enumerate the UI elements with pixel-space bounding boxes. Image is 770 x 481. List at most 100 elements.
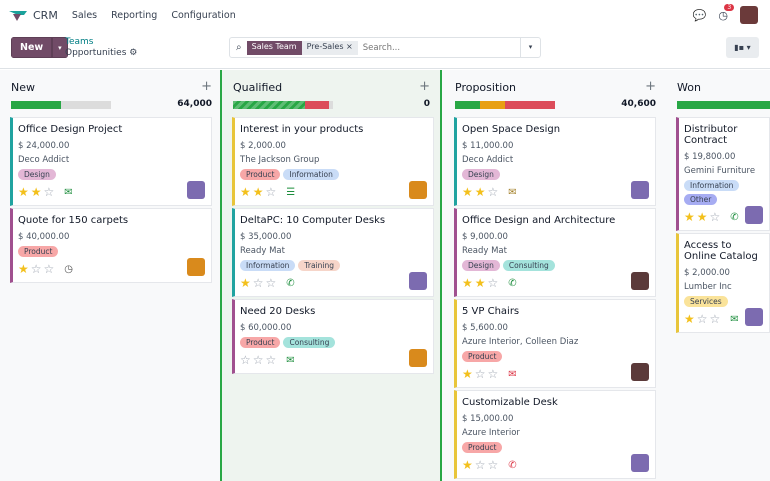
priority-star-icon[interactable]: ☆ — [265, 276, 277, 290]
activity-tasks-icon[interactable]: ☰ — [286, 186, 296, 198]
salesperson-avatar — [187, 258, 205, 276]
opportunity-card[interactable]: Office Design Project $ 24,000.00 Deco A… — [10, 117, 212, 206]
priority-star-icon[interactable]: ☆ — [43, 262, 55, 276]
activity-phone-icon[interactable]: ✆ — [508, 277, 517, 289]
card-amount: $ 24,000.00 — [18, 141, 70, 151]
column-title: Qualified — [233, 81, 283, 94]
menu-sales[interactable]: Sales — [71, 10, 98, 21]
priority-star-icon[interactable]: ☆ — [709, 210, 721, 224]
card-title: Open Space Design — [462, 124, 561, 135]
search-options-toggle[interactable]: ▾ — [520, 38, 540, 57]
progress-segment[interactable] — [11, 101, 61, 109]
priority-star-icon[interactable]: ☆ — [474, 367, 486, 381]
progress-segment[interactable] — [233, 101, 305, 109]
card-amount: $ 40,000.00 — [18, 232, 70, 242]
new-dropdown-button[interactable]: ▾ — [52, 37, 68, 58]
quick-create-plus-icon[interactable]: + — [645, 79, 656, 94]
opportunity-card[interactable]: Need 20 Desks $ 60,000.00 Product Consult… — [232, 299, 434, 374]
activity-phone-icon[interactable]: ✆ — [286, 277, 295, 289]
opportunity-card[interactable]: Office Design and Architecture $ 9,000.0… — [454, 208, 656, 297]
new-button[interactable]: New — [11, 37, 53, 58]
priority-star-icon[interactable]: ☆ — [30, 262, 42, 276]
column-total: 64,000 — [177, 99, 212, 109]
search-input[interactable] — [362, 42, 503, 53]
column-progress-bar[interactable] — [677, 101, 770, 109]
card-amount: $ 2,000.00 — [240, 141, 286, 151]
priority-star-icon[interactable]: ★ — [462, 276, 473, 290]
progress-segment[interactable] — [455, 101, 480, 109]
opportunity-card[interactable]: Customizable Desk $ 15,000.00 Azure Inte… — [454, 390, 656, 479]
priority-star-icon[interactable]: ★ — [240, 185, 251, 199]
progress-segment[interactable] — [677, 101, 770, 109]
kanban-view-switcher[interactable]: ▮▪ ▾ — [726, 37, 759, 58]
salesperson-avatar — [631, 272, 649, 290]
activity-envelope-icon[interactable]: ✉ — [286, 354, 295, 366]
user-avatar[interactable] — [740, 6, 758, 24]
priority-star-icon[interactable]: ☆ — [487, 458, 499, 472]
salesperson-avatar — [745, 308, 763, 326]
priority-star-icon[interactable]: ☆ — [709, 312, 721, 326]
priority-star-icon[interactable]: ☆ — [487, 367, 499, 381]
priority-star-icon[interactable]: ☆ — [474, 458, 486, 472]
priority-star-icon[interactable]: ☆ — [252, 353, 264, 367]
opportunity-card[interactable]: 5 VP Chairs $ 5,600.00 Azure Interior, C… — [454, 299, 656, 388]
activity-envelope-icon[interactable]: ✉ — [730, 313, 739, 325]
priority-star-icon[interactable]: ☆ — [265, 185, 277, 199]
priority-star-icon[interactable]: ☆ — [487, 185, 499, 199]
priority-star-icon[interactable]: ★ — [462, 367, 473, 381]
priority-star-icon[interactable]: ★ — [30, 185, 42, 199]
opportunity-card[interactable]: Open Space Design $ 11,000.00 Deco Addic… — [454, 117, 656, 206]
progress-segment[interactable] — [305, 101, 329, 109]
opportunity-card[interactable]: Distributor Contract $ 19,800.00 Gemini … — [676, 117, 770, 231]
priority-star-icon[interactable]: ★ — [252, 185, 264, 199]
quick-create-plus-icon[interactable]: + — [419, 79, 430, 94]
priority-star-icon[interactable]: ★ — [684, 312, 695, 326]
priority-star-icon[interactable]: ☆ — [240, 353, 251, 367]
column-progress-bar[interactable] — [455, 101, 555, 109]
tag: Consulting — [283, 337, 336, 348]
priority-star-icon[interactable]: ★ — [240, 276, 251, 290]
priority-star-icon[interactable]: ★ — [696, 210, 708, 224]
quick-create-plus-icon[interactable]: + — [201, 79, 212, 94]
priority-star-icon[interactable]: ☆ — [43, 185, 55, 199]
progress-segment[interactable] — [61, 101, 111, 109]
facet-remove-icon[interactable]: × — [346, 41, 353, 51]
activity-phone-icon[interactable]: ✆ — [730, 211, 739, 223]
app-logo[interactable]: CRM — [9, 9, 58, 22]
opportunity-card[interactable]: DeltaPC: 10 Computer Desks $ 35,000.00 R… — [232, 208, 434, 297]
priority-star-icon[interactable]: ★ — [684, 210, 695, 224]
priority-star-icon[interactable]: ★ — [462, 458, 473, 472]
column-progress-bar[interactable] — [11, 101, 111, 109]
activity-envelope-icon[interactable]: ✉ — [64, 186, 73, 198]
opportunity-card[interactable]: Interest in your products $ 2,000.00 The… — [232, 117, 434, 206]
priority-star-icon[interactable]: ☆ — [252, 276, 264, 290]
priority-star-icon[interactable]: ★ — [474, 276, 486, 290]
tag: Other — [684, 194, 718, 205]
progress-segment[interactable] — [480, 101, 505, 109]
chat-icon[interactable]: 💬 — [692, 8, 707, 22]
card-title: Customizable Desk — [462, 397, 558, 408]
activity-clock-icon[interactable]: ◷ — [64, 263, 74, 275]
activity-envelope-icon[interactable]: ✉ — [508, 368, 517, 380]
opportunity-card[interactable]: Quote for 150 carpets $ 40,000.00 Produc… — [10, 208, 212, 283]
gear-icon[interactable]: ⚙ — [129, 48, 138, 58]
opportunity-card[interactable]: Access to Online Catalog $ 2,000.00 Lumb… — [676, 233, 770, 333]
progress-segment[interactable] — [505, 101, 555, 109]
priority-star-icon[interactable]: ★ — [462, 185, 473, 199]
card-customer: Ready Mat — [240, 246, 285, 256]
activity-clock-icon[interactable]: ◷ 3 — [718, 3, 735, 22]
activity-phone-icon[interactable]: ✆ — [508, 459, 517, 471]
priority-star-icon[interactable]: ★ — [18, 185, 29, 199]
menu-configuration[interactable]: Configuration — [171, 10, 236, 21]
column-progress-bar[interactable] — [233, 101, 333, 109]
activity-envelope-icon[interactable]: ✉ — [508, 186, 517, 198]
breadcrumb-teams[interactable]: Teams — [65, 37, 94, 47]
tag: Information — [283, 169, 339, 180]
priority-star-icon[interactable]: ★ — [474, 185, 486, 199]
card-amount: $ 60,000.00 — [240, 323, 292, 333]
menu-reporting[interactable]: Reporting — [111, 10, 158, 21]
priority-star-icon[interactable]: ☆ — [696, 312, 708, 326]
priority-star-icon[interactable]: ★ — [18, 262, 29, 276]
priority-star-icon[interactable]: ☆ — [487, 276, 499, 290]
priority-star-icon[interactable]: ☆ — [265, 353, 277, 367]
